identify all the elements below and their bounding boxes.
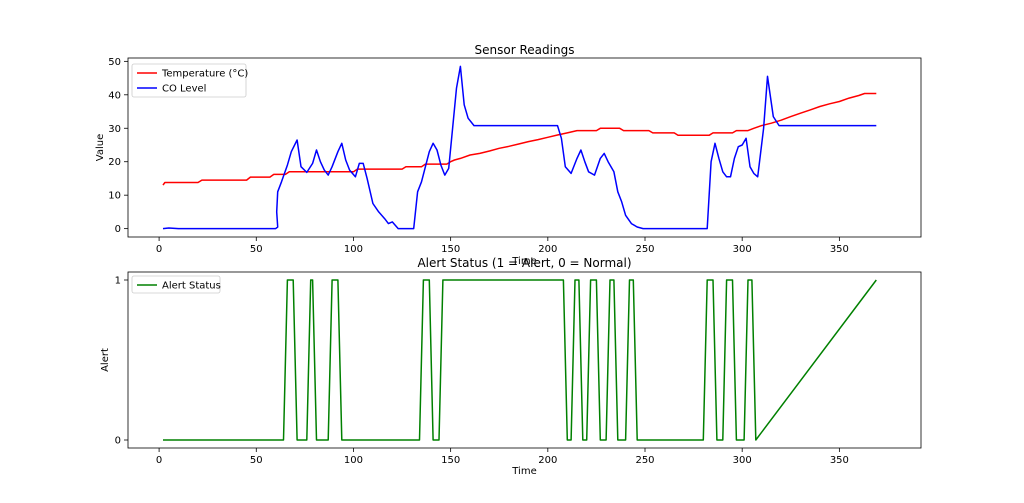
chart-title: Alert Status (1 = Alert, 0 = Normal) — [417, 256, 631, 270]
x-tick-label: 350 — [830, 455, 849, 466]
y-tick-label: 30 — [108, 124, 121, 135]
x-tick-label: 250 — [635, 455, 654, 466]
series-line-1 — [162, 92, 877, 186]
y-tick-label: 0 — [115, 224, 121, 235]
x-tick-label: 150 — [441, 455, 460, 466]
y-axis-label: Alert — [100, 348, 111, 372]
y-axis-label: Value — [95, 134, 106, 161]
plot-frame — [127, 271, 922, 449]
x-tick-label: 0 — [156, 455, 162, 466]
y-tick-label: 1 — [115, 276, 121, 287]
y-tick-label: 50 — [108, 57, 121, 68]
x-axis-label: Time — [511, 466, 536, 477]
sensor-readings-plot: 0 50 100 150 200 250 300 350 0 10 20 30 40 50 Time Valu… — [95, 43, 922, 267]
y-tick-label: 40 — [108, 90, 121, 101]
legend: Temperature (°C) CO Level — [131, 63, 248, 98]
y-tick-label: 20 — [108, 157, 121, 168]
x-tick-label: 250 — [635, 244, 654, 255]
x-tick-label: 150 — [441, 244, 460, 255]
chart-title: Sensor Readings — [475, 43, 575, 57]
x-tick-label: 200 — [538, 244, 557, 255]
x-tick-label: 100 — [344, 244, 363, 255]
x-tick-label: 50 — [250, 455, 263, 466]
x-tick-label: 300 — [733, 244, 752, 255]
series-line-1 — [163, 279, 877, 441]
x-tick-label: 200 — [538, 455, 557, 466]
y-tick-label: 10 — [108, 191, 121, 202]
x-tick-label: 100 — [344, 455, 363, 466]
y-tick-label: 0 — [115, 436, 121, 447]
x-axis-label: Time — [511, 256, 536, 267]
legend: Alert Status — [131, 275, 221, 294]
plot-frame — [127, 57, 922, 238]
legend-label: CO Level — [162, 84, 206, 95]
alert-status-plot: 0 50 100 150 200 250 300 350 0 1 Time Alert Alert St… — [100, 256, 922, 477]
x-tick-label: 300 — [733, 455, 752, 466]
x-tick-label: 0 — [156, 244, 162, 255]
legend-box — [131, 275, 221, 294]
series-line-2 — [162, 65, 877, 230]
x-tick-label: 50 — [250, 244, 263, 255]
legend-label: Alert Status — [162, 281, 221, 292]
x-tick-label: 350 — [830, 244, 849, 255]
legend-box — [131, 63, 247, 98]
legend-label: Temperature (°C) — [161, 69, 248, 80]
